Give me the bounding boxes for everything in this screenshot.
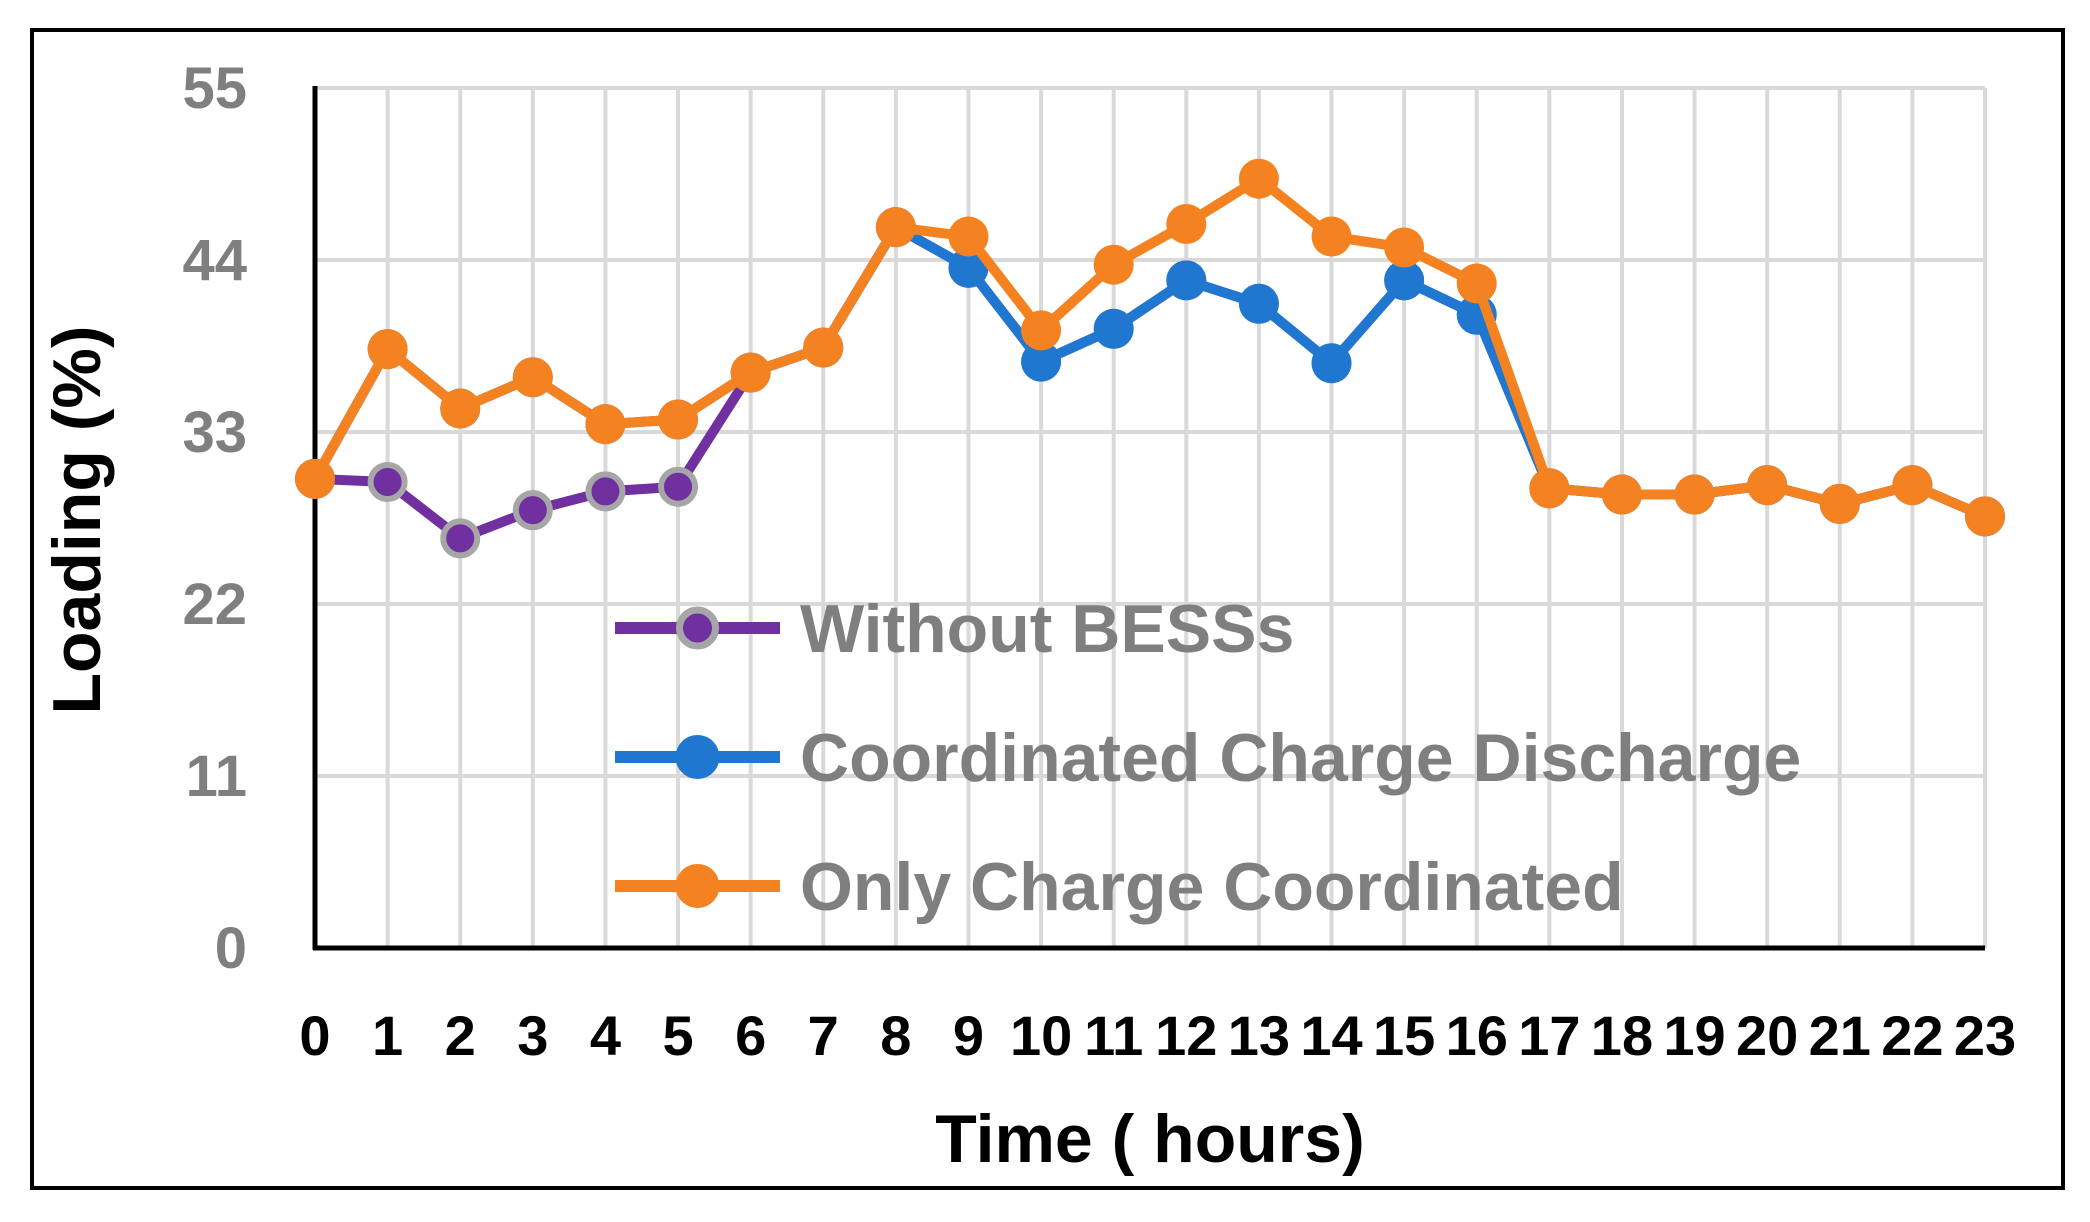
x-axis-title: Time ( hours) (935, 1101, 1364, 1177)
data-point (1819, 483, 1860, 524)
x-tick-label: 23 (1954, 1004, 2016, 1067)
data-point (1311, 343, 1352, 384)
data-point (1021, 341, 1062, 382)
data-point (367, 329, 408, 370)
y-tick-label: 55 (182, 56, 247, 121)
x-tick-label: 22 (1881, 1004, 1943, 1067)
data-point (1456, 263, 1497, 304)
y-tick-label: 33 (182, 400, 247, 465)
data-point (875, 207, 916, 248)
data-point (295, 458, 335, 499)
data-point (512, 357, 553, 398)
legend-entry: Without BESSs (615, 591, 1294, 667)
data-point (1093, 244, 1134, 285)
x-tick-label: 8 (880, 1004, 911, 1067)
data-point (1311, 216, 1352, 257)
data-point (658, 466, 699, 507)
data-point (803, 327, 844, 368)
legend-entry: Only Charge Coordinated (615, 849, 1624, 925)
x-tick-label: 12 (1155, 1004, 1217, 1067)
y-tick-label: 44 (182, 228, 247, 293)
data-point (512, 490, 553, 531)
data-point (1384, 227, 1425, 268)
x-tick-label: 9 (953, 1004, 984, 1067)
data-point (585, 404, 626, 445)
legend-label: Coordinated Charge Discharge (800, 720, 1801, 796)
legend-label: Without BESSs (800, 591, 1294, 667)
data-point (948, 216, 989, 257)
x-tick-label: 5 (662, 1004, 693, 1067)
x-tick-label: 11 (1084, 1004, 1143, 1067)
x-tick-label: 21 (1809, 1004, 1871, 1067)
x-tick-label: 17 (1518, 1004, 1580, 1067)
legend-label: Only Charge Coordinated (800, 849, 1624, 925)
data-point (1529, 468, 1570, 509)
legend-swatch-marker (675, 864, 720, 908)
x-tick-label: 1 (372, 1004, 403, 1067)
y-tick-label: 11 (186, 744, 247, 809)
y-tick-label: 0 (215, 916, 247, 981)
y-tick-labels: 0 11 22 33 44 55 (182, 56, 247, 981)
x-tick-label: 18 (1591, 1004, 1653, 1067)
legend-swatch-marker (675, 735, 720, 779)
data-point (367, 462, 408, 503)
series-line (310, 173, 1987, 522)
data-point (1021, 310, 1062, 351)
series-lines (295, 158, 2005, 559)
x-tick-label: 0 (299, 1004, 330, 1067)
legend-swatch-marker (676, 606, 719, 650)
x-tick-label: 10 (1010, 1004, 1072, 1067)
x-tick-label: 2 (445, 1004, 476, 1067)
y-axis-title: Loading (%) (39, 325, 115, 714)
chart-frame (30, 28, 2065, 1190)
legend-entry: Coordinated Charge Discharge (615, 720, 1801, 796)
x-tick-label: 19 (1663, 1004, 1725, 1067)
x-tick-labels: 0 1 2 3 4 5 6 7 8 9 10 11 12 13 14 15 16 17 18 19 20 21 22 23 (299, 1004, 2016, 1067)
data-point (948, 247, 989, 288)
data-point (1238, 158, 1279, 199)
x-tick-label: 15 (1373, 1004, 1435, 1067)
y-tick-label: 22 (182, 572, 247, 637)
grid-lines (315, 86, 1987, 948)
data-point (1166, 204, 1207, 245)
data-point (1601, 474, 1642, 515)
x-tick-label: 4 (590, 1004, 621, 1067)
data-point (440, 388, 481, 429)
x-tick-label: 6 (735, 1004, 766, 1067)
data-point (1238, 283, 1279, 324)
data-point (1965, 496, 2005, 537)
axes (312, 86, 1985, 951)
data-point (1892, 465, 1933, 506)
legend: Without BESSs Coordinated Charge Discharg… (615, 591, 1801, 925)
data-point (585, 471, 626, 512)
x-tick-label: 16 (1446, 1004, 1508, 1067)
series-only-charge-coordinated (295, 158, 2005, 537)
data-point (1747, 465, 1788, 506)
x-tick-label: 3 (517, 1004, 548, 1067)
data-point (1674, 474, 1715, 515)
data-point (730, 352, 771, 393)
x-tick-label: 7 (808, 1004, 839, 1067)
x-tick-label: 20 (1736, 1004, 1798, 1067)
data-point (440, 518, 481, 559)
series-line (310, 222, 1987, 522)
data-point (1166, 260, 1207, 301)
data-point (658, 399, 699, 440)
data-point (1384, 260, 1425, 301)
x-tick-label: 13 (1228, 1004, 1290, 1067)
x-tick-label: 14 (1300, 1004, 1362, 1067)
data-point (1093, 308, 1134, 349)
